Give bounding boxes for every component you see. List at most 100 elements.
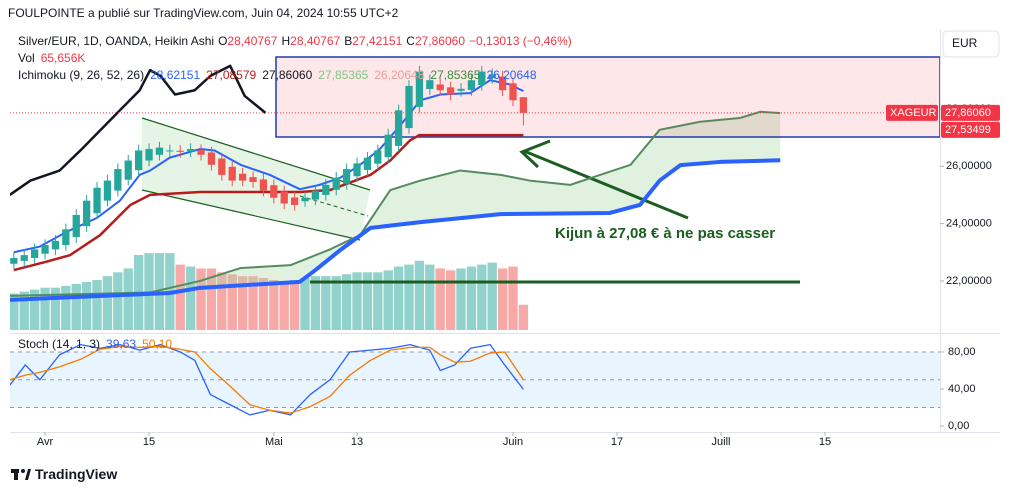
candle-body xyxy=(249,177,257,183)
volume-bar xyxy=(383,270,393,330)
ichimoku-legend: Ichimoku (9, 26, 52, 26) 28,62151 27,08579… xyxy=(18,68,537,82)
ichimoku-line xyxy=(10,110,781,297)
candle-body xyxy=(446,87,455,95)
volume-bar xyxy=(477,264,487,330)
x-tick-label: Juill xyxy=(712,436,731,448)
volume-bar xyxy=(237,276,248,330)
candle-body xyxy=(301,197,309,202)
logo xyxy=(25,469,31,480)
candle-body xyxy=(436,84,444,91)
candle-body xyxy=(394,110,403,146)
volume-bar xyxy=(61,285,71,330)
candle-body xyxy=(41,245,49,254)
volume-layer xyxy=(10,253,529,330)
arrow xyxy=(523,149,689,220)
candle-body xyxy=(114,169,122,191)
ichimoku-value: 27,85365 xyxy=(318,68,368,82)
ohlc-value: 27,42151 xyxy=(352,34,402,48)
currency[interactable]: EUR xyxy=(952,36,978,50)
volume-bar xyxy=(497,268,508,330)
ohlc-key: C xyxy=(406,34,415,48)
volume-bar xyxy=(10,293,19,330)
volume-bar xyxy=(456,268,466,330)
ichimoku-value: 27,85365 xyxy=(430,68,480,82)
candle-body xyxy=(20,255,28,261)
volume-bar xyxy=(373,272,383,330)
candle-body xyxy=(415,71,424,107)
volume-bar xyxy=(518,304,529,330)
candle-body xyxy=(145,149,153,161)
candle-body xyxy=(197,150,205,155)
axes: 22,0000024,0000026,0000028,00000Avr15Mai… xyxy=(37,103,1000,448)
candle-body xyxy=(93,187,101,214)
ohlc-key: B xyxy=(344,34,352,48)
candle-body xyxy=(478,71,486,86)
candle-body xyxy=(332,177,340,190)
candle-body xyxy=(186,149,195,152)
x-tick-label: 17 xyxy=(611,436,623,448)
volume-bar xyxy=(196,268,206,330)
cloud-layer xyxy=(10,111,781,300)
stoch-tick-label: 0,00 xyxy=(948,420,969,432)
candle-body xyxy=(218,158,226,175)
candle-body xyxy=(166,150,174,152)
stoch-tick-label: 80,00 xyxy=(948,346,976,358)
ichimoku-value: 27,08579 xyxy=(206,68,256,82)
candle-body xyxy=(488,74,496,79)
candle-body xyxy=(83,200,91,227)
candle-body xyxy=(509,83,517,101)
candle-layer xyxy=(10,65,940,270)
ichimoku-value: 26,20648 xyxy=(374,68,424,82)
channel-top xyxy=(141,117,371,191)
stoch-d xyxy=(10,345,524,414)
volume-bar xyxy=(113,272,123,330)
volume-value: 65,656K xyxy=(41,51,86,65)
candle-body xyxy=(103,180,112,201)
volume-bar xyxy=(29,289,40,330)
candle-body xyxy=(342,169,351,184)
volume-bar xyxy=(300,278,310,330)
ichimoku-line xyxy=(10,64,267,196)
candle-body xyxy=(498,76,507,91)
volume-bar xyxy=(71,283,81,330)
candle-body xyxy=(290,197,299,205)
footer: TradingView xyxy=(11,466,117,482)
ichimoku-layer xyxy=(10,64,781,302)
volume-bar xyxy=(331,276,341,330)
volume-bar xyxy=(362,272,373,330)
volume-bar xyxy=(248,276,258,330)
volume-bar xyxy=(310,276,321,330)
price-tag-label: 27,53499 xyxy=(945,124,991,136)
ohlc-key: O xyxy=(218,34,227,48)
volume-bar xyxy=(123,268,133,330)
candle-body xyxy=(322,184,330,195)
currency-button[interactable] xyxy=(942,30,1000,58)
candle-body xyxy=(519,97,528,113)
header: FOULPOINTE a publié sur TradingView.com,… xyxy=(8,6,399,20)
change: −0,13013 (−0,46%) xyxy=(469,34,572,48)
x-tick-label: 13 xyxy=(351,436,363,448)
candle-body xyxy=(72,214,80,238)
candle-body xyxy=(62,229,70,246)
volume-bar xyxy=(40,287,50,330)
stoch-layer xyxy=(10,343,940,416)
volume-bar xyxy=(466,266,477,330)
volume-bar xyxy=(352,272,362,330)
stoch-tick-label: 40,00 xyxy=(948,383,976,395)
candle-body xyxy=(155,147,164,155)
candle-body xyxy=(51,240,60,250)
candle-body xyxy=(31,249,39,259)
channel-bottom xyxy=(141,189,361,241)
candle-body xyxy=(259,179,268,191)
volume-name: Vol xyxy=(18,51,35,65)
volume-bar xyxy=(393,266,404,330)
x-tick-label: Juin xyxy=(503,436,523,448)
x-tick-label: 15 xyxy=(143,436,155,448)
logo xyxy=(21,469,25,473)
price-tag xyxy=(941,104,1000,121)
volume-bar xyxy=(50,287,61,330)
stoch-k-value: 39,63 xyxy=(106,337,136,351)
volume-bar xyxy=(206,268,217,330)
